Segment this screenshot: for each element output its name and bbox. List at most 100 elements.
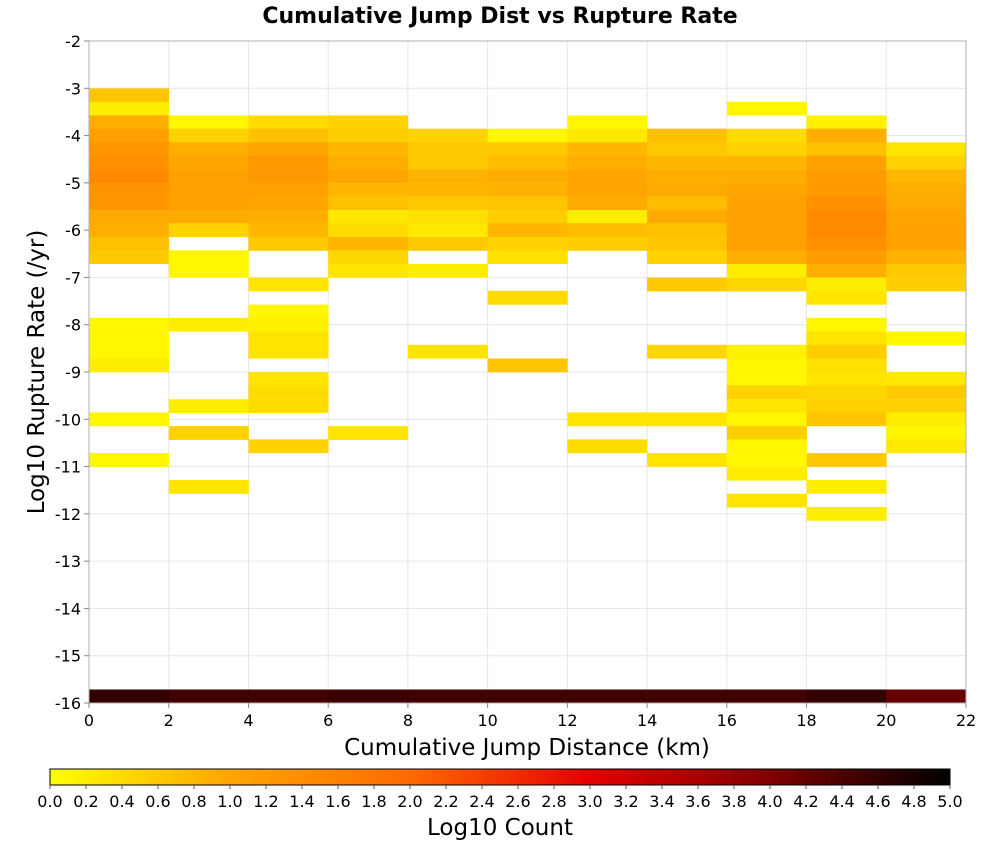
heatmap-cell bbox=[647, 223, 728, 238]
x-tick-label: 8 bbox=[403, 711, 413, 730]
heatmap-cell bbox=[726, 426, 807, 440]
colorbar-tick-label: 1.2 bbox=[253, 792, 278, 811]
heatmap-cell bbox=[647, 344, 728, 359]
heatmap-cell bbox=[487, 223, 568, 238]
heatmap-cell bbox=[89, 196, 170, 211]
heatmap-cell bbox=[407, 263, 488, 278]
heatmap-cell bbox=[726, 385, 807, 400]
heatmap-cell bbox=[407, 169, 488, 184]
heatmap-cell bbox=[806, 128, 887, 143]
y-tick-label: -15 bbox=[55, 647, 81, 666]
heatmap-cell bbox=[407, 344, 488, 359]
heatmap-cell bbox=[567, 439, 648, 454]
heatmap-cell bbox=[806, 210, 887, 224]
heatmap-cell bbox=[487, 142, 568, 157]
heatmap-cell bbox=[168, 169, 249, 184]
heatmap-cell bbox=[886, 236, 967, 251]
heatmap-cell bbox=[168, 317, 249, 332]
heatmap-cell bbox=[168, 263, 249, 278]
heatmap-cell bbox=[168, 142, 249, 157]
heatmap-cell bbox=[806, 169, 887, 184]
heatmap-cell bbox=[89, 142, 170, 157]
heatmap-cell bbox=[248, 689, 329, 704]
heatmap-cell bbox=[647, 196, 728, 211]
heatmap-cell bbox=[168, 128, 249, 143]
y-tick-label: -10 bbox=[55, 410, 81, 429]
heatmap-cell bbox=[806, 506, 887, 521]
heatmap-cell bbox=[248, 372, 329, 387]
heatmap-cell bbox=[248, 183, 329, 197]
heatmap-cell bbox=[248, 385, 329, 400]
heatmap-cell bbox=[89, 317, 170, 332]
heatmap-cell bbox=[806, 115, 887, 130]
heatmap-cell bbox=[806, 317, 887, 332]
heatmap-cell bbox=[726, 128, 807, 143]
colorbar bbox=[49, 768, 951, 786]
heatmap-cell bbox=[647, 250, 728, 265]
heatmap-cell bbox=[248, 115, 329, 130]
colorbar-tick-label: 2.4 bbox=[469, 792, 494, 811]
y-tick-label: -5 bbox=[65, 174, 81, 193]
heatmap-cell bbox=[328, 250, 409, 265]
heatmap-cell bbox=[806, 183, 887, 197]
heatmap-cell bbox=[567, 128, 648, 143]
heatmap-cell bbox=[886, 399, 967, 413]
heatmap-cell bbox=[886, 412, 967, 427]
heatmap-cell bbox=[328, 196, 409, 211]
y-tick-label: -12 bbox=[55, 505, 81, 524]
heatmap-cell bbox=[328, 183, 409, 197]
heatmap-cell bbox=[89, 183, 170, 197]
colorbar-tick-label: 4.4 bbox=[829, 792, 854, 811]
x-tick-label: 0 bbox=[84, 711, 94, 730]
heatmap-cell bbox=[328, 142, 409, 157]
heatmap-cell bbox=[806, 142, 887, 157]
heatmap-cell bbox=[328, 128, 409, 143]
heatmap-cell bbox=[89, 210, 170, 224]
heatmap-cell bbox=[567, 155, 648, 170]
colorbar-tick-label: 2.0 bbox=[397, 792, 422, 811]
colorbar-tick-label: 4.6 bbox=[865, 792, 890, 811]
heatmap-cell bbox=[89, 169, 170, 184]
heatmap-cell bbox=[487, 290, 568, 305]
heatmap-cell bbox=[328, 263, 409, 278]
heatmap-cell bbox=[168, 183, 249, 197]
heatmap-cell bbox=[886, 196, 967, 211]
heatmap-cell bbox=[168, 480, 249, 494]
heatmap-cell bbox=[168, 115, 249, 130]
heatmap-cell bbox=[168, 689, 249, 704]
x-tick-label: 14 bbox=[637, 711, 657, 730]
heatmap-cell bbox=[726, 453, 807, 467]
heatmap-cell bbox=[89, 88, 170, 103]
heatmap-cell bbox=[89, 155, 170, 170]
heatmap-cell bbox=[806, 223, 887, 238]
heatmap-cell bbox=[806, 331, 887, 346]
heatmap-cell bbox=[248, 344, 329, 359]
heatmap-cell bbox=[89, 358, 170, 373]
heatmap-cell bbox=[89, 250, 170, 265]
x-tick-label: 12 bbox=[557, 711, 577, 730]
heatmap-cell bbox=[647, 169, 728, 184]
heatmap-cell bbox=[886, 263, 967, 278]
heatmap-cell bbox=[248, 331, 329, 346]
heatmap-cell bbox=[407, 223, 488, 238]
heatmap-cell bbox=[726, 210, 807, 224]
colorbar-tick-label: 4.0 bbox=[757, 792, 782, 811]
heatmap-cell bbox=[168, 155, 249, 170]
y-tick-label: -2 bbox=[65, 32, 81, 51]
y-tick-label: -4 bbox=[65, 127, 81, 146]
heatmap-cell bbox=[248, 236, 329, 251]
heatmap-cell bbox=[487, 689, 568, 704]
heatmap-cell bbox=[328, 210, 409, 224]
heatmap-cell bbox=[487, 210, 568, 224]
colorbar-tick-label: 0.2 bbox=[73, 792, 98, 811]
heatmap-cell bbox=[806, 372, 887, 387]
heatmap-cell bbox=[806, 290, 887, 305]
y-tick-label: -7 bbox=[65, 268, 81, 287]
x-axis-label: Cumulative Jump Distance (km) bbox=[344, 735, 710, 761]
x-tick-label: 4 bbox=[243, 711, 253, 730]
colorbar-tick-label: 4.8 bbox=[901, 792, 926, 811]
heatmap-cell bbox=[567, 210, 648, 224]
heatmap-cell bbox=[806, 689, 887, 704]
heatmap-cell bbox=[89, 412, 170, 427]
heatmap-cell bbox=[647, 453, 728, 467]
